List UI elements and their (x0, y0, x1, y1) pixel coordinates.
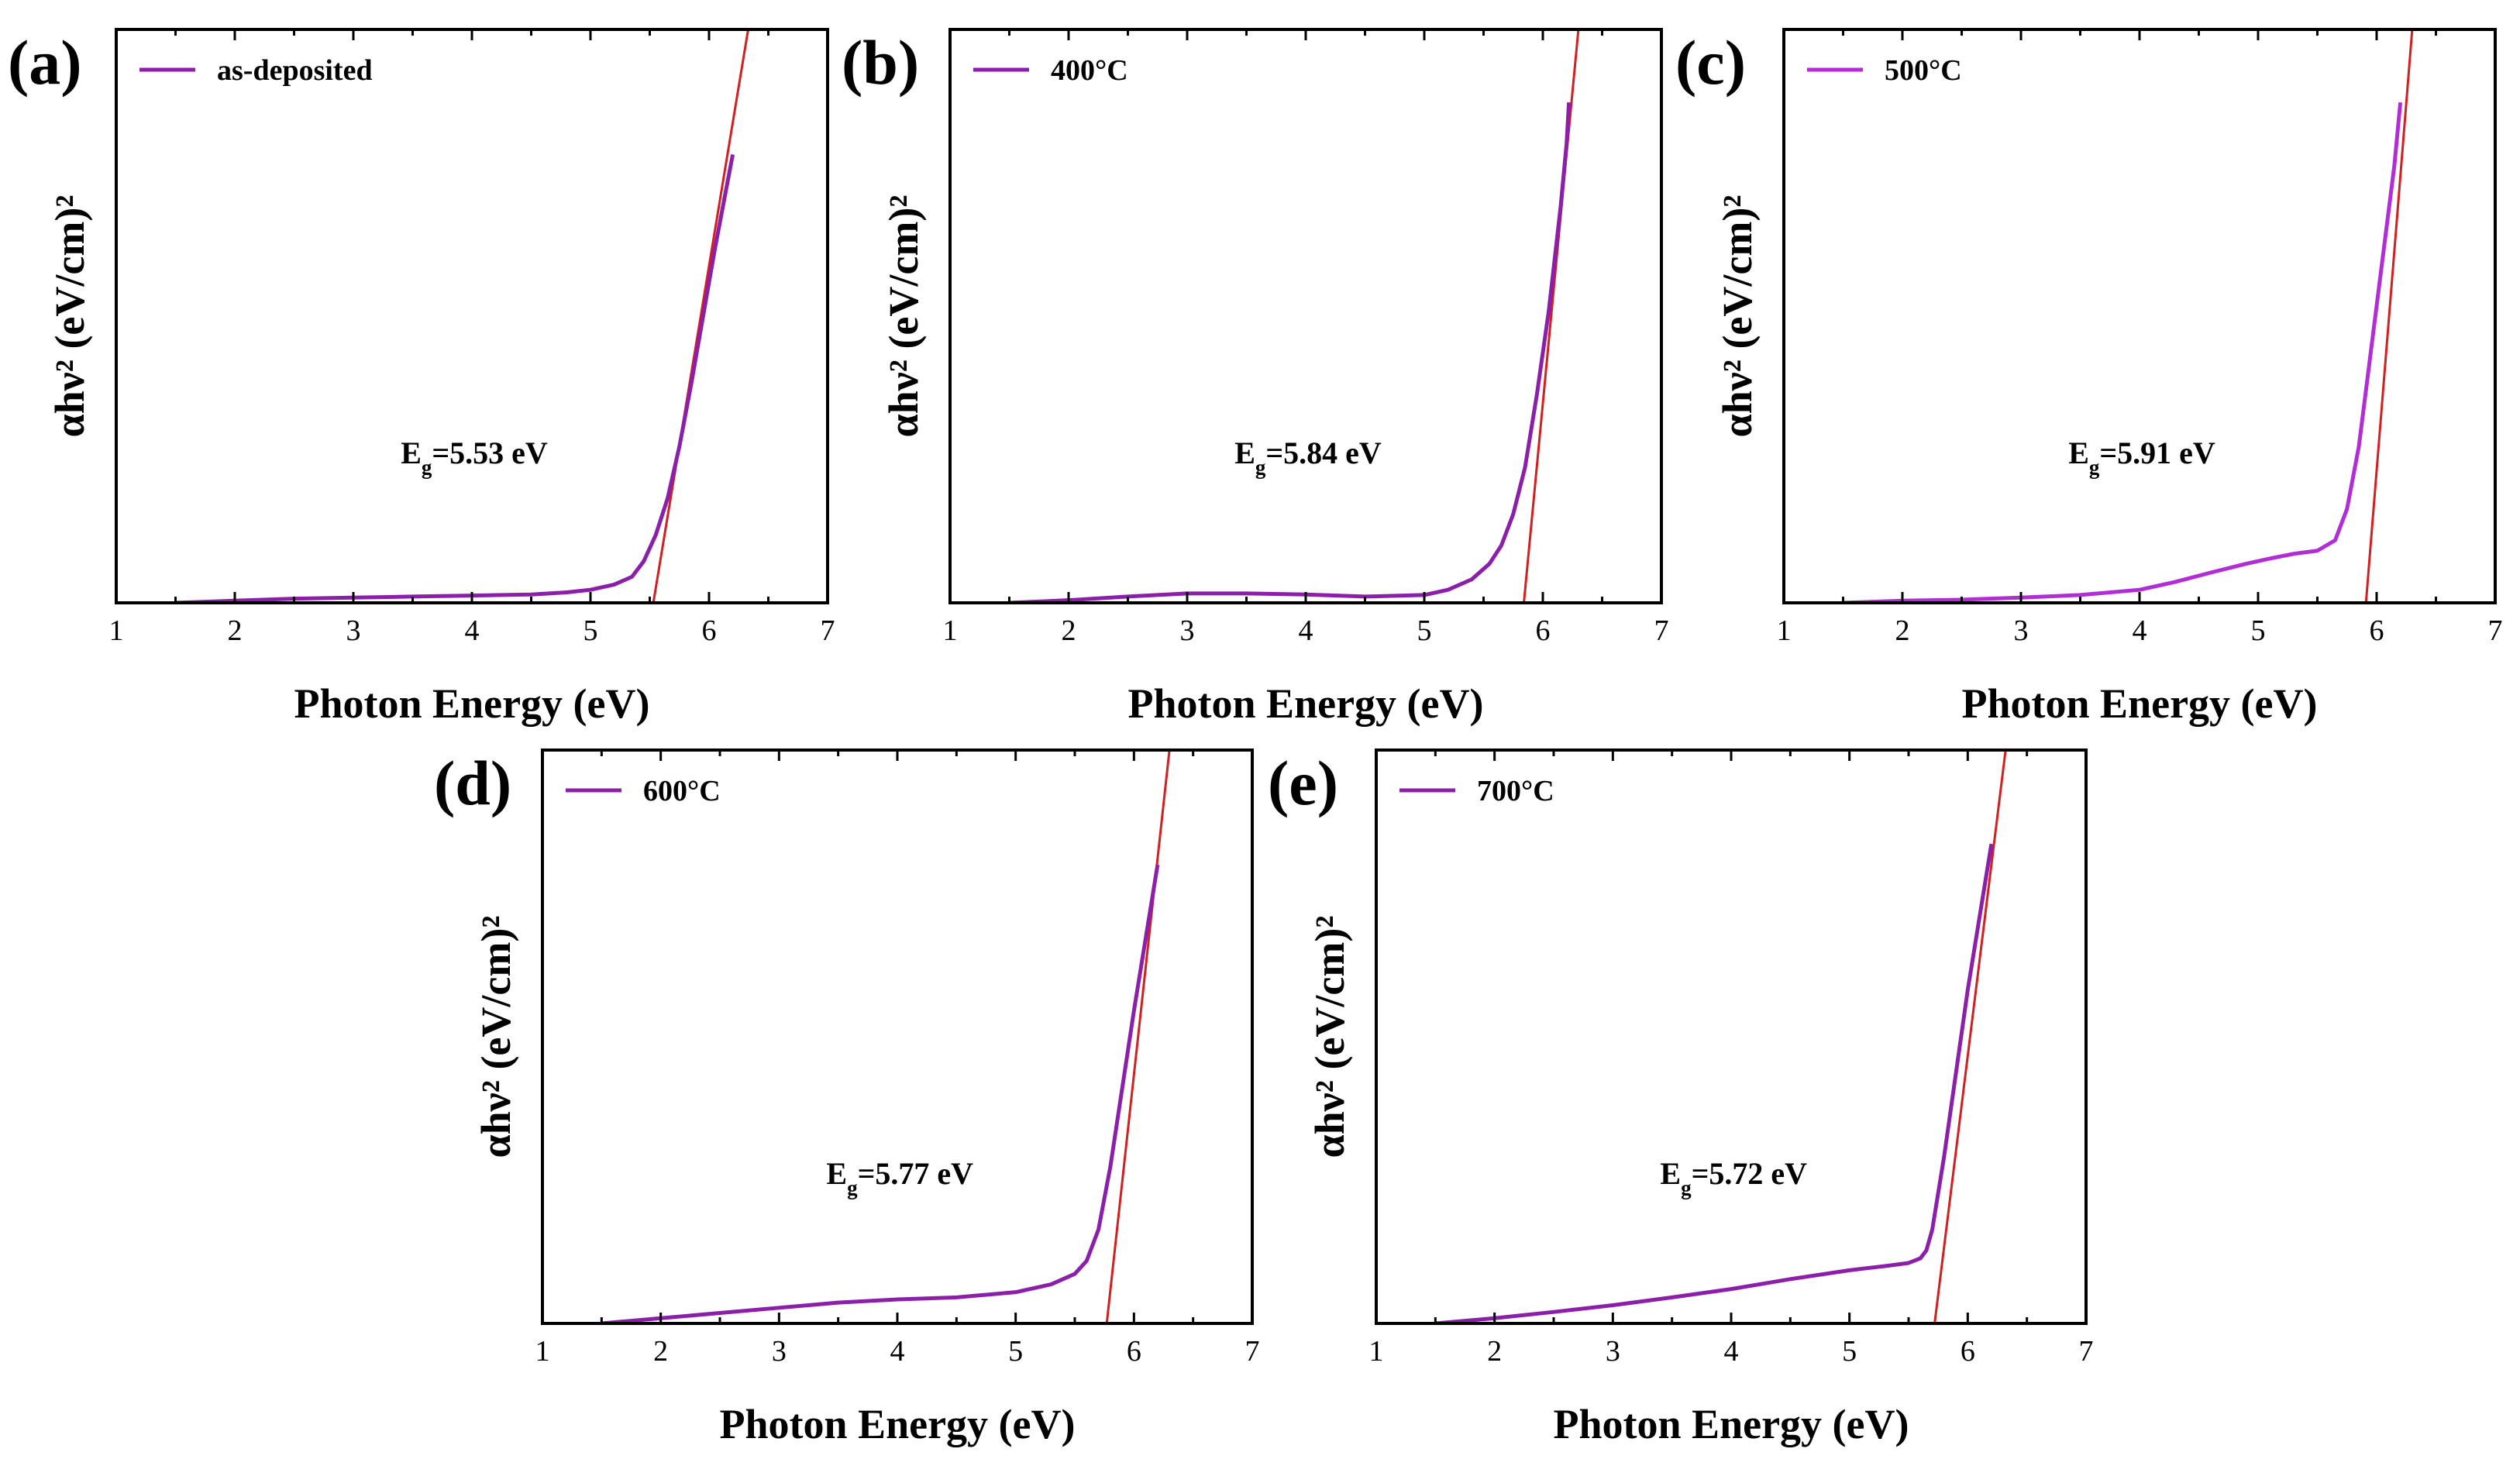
legend-label: 500°C (1885, 54, 1962, 87)
x-tick-label: 1 (535, 1335, 550, 1368)
series-line (1435, 843, 1994, 1323)
x-tick-label: 2 (653, 1335, 668, 1368)
x-tick-label: 5 (2251, 614, 2266, 647)
fit-line (2364, 29, 2414, 603)
series-line (1843, 102, 2403, 603)
plot-frame (948, 28, 1663, 604)
x-tick-label: 6 (2370, 614, 2384, 647)
legend-label: 400°C (1051, 54, 1128, 87)
chart-panel: 1 2 3 4 5 6 7 Photon Energy (eV) αhν² (eV/cm)² (e… (1268, 748, 2094, 1447)
fit-line (652, 29, 749, 603)
y-axis-title: αhν² (eV/cm)² (46, 194, 93, 437)
x-tick-label: 3 (1180, 614, 1195, 647)
x-tick-label: 7 (2079, 1335, 2094, 1368)
x-tick-label: 6 (1536, 614, 1551, 647)
x-tick-label: 5 (1417, 614, 1432, 647)
plot-frame (541, 748, 1254, 1325)
x-tick-label: 4 (890, 1335, 905, 1368)
x-tick-label: 2 (1062, 614, 1076, 647)
series-line (601, 864, 1160, 1323)
x-tick-label: 1 (1369, 1335, 1384, 1368)
y-axis-title: αhν² (eV/cm)² (880, 194, 927, 437)
x-tick-label: 7 (2488, 614, 2503, 647)
x-tick-label: 2 (1895, 614, 1910, 647)
chart-panel: 1 2 3 4 5 6 7 Photon Energy (eV) αhν² (eV/cm)² (a… (8, 27, 835, 727)
x-axis-title: Photon Energy (eV) (720, 1401, 1076, 1447)
fit-line (1933, 750, 2007, 1323)
panel-label: (b) (842, 27, 919, 98)
panel-label: (e) (1268, 748, 1338, 818)
panel-label: (d) (434, 748, 511, 818)
x-tick-label: 6 (1127, 1335, 1141, 1368)
plot-frame (1375, 748, 2088, 1325)
chart-panel: 1 2 3 4 5 6 7 Photon Energy (eV) αhν² (eV/cm)² (b… (842, 27, 1669, 727)
x-axis-title: Photon Energy (eV) (294, 680, 650, 727)
bandgap-annotation: Eg=5.72 eV (1660, 1156, 1807, 1199)
y-axis-title: αhν² (eV/cm)² (1306, 915, 1353, 1158)
x-tick-label: 1 (1777, 614, 1792, 647)
x-tick-label: 7 (821, 614, 835, 647)
bandgap-annotation: Eg=5.91 eV (2068, 435, 2215, 479)
plot-frame (115, 28, 829, 604)
x-tick-label: 7 (1654, 614, 1669, 647)
legend-label: as-deposited (217, 54, 373, 87)
chart-panel: 1 2 3 4 5 6 7 Photon Energy (eV) αhν² (eV/cm)² (c… (1675, 27, 2503, 727)
fit-line (1105, 750, 1171, 1323)
x-tick-label: 6 (1961, 1335, 1975, 1368)
x-tick-label: 3 (772, 1335, 787, 1368)
y-axis-title: αhν² (eV/cm)² (473, 915, 519, 1158)
legend-label: 600°C (643, 775, 721, 807)
y-axis-title: αhν² (eV/cm)² (1714, 194, 1761, 437)
x-tick-label: 3 (1606, 1335, 1620, 1368)
panel-label: (c) (1675, 27, 1746, 98)
x-tick-label: 3 (346, 614, 361, 647)
x-tick-label: 5 (584, 614, 598, 647)
series-line (1009, 102, 1572, 603)
x-tick-label: 5 (1008, 1335, 1023, 1368)
x-axis-title: Photon Energy (eV) (1128, 680, 1484, 727)
x-tick-label: 5 (1842, 1335, 1857, 1368)
bandgap-annotation: Eg=5.84 eV (1234, 435, 1382, 479)
x-tick-label: 7 (1245, 1335, 1260, 1368)
x-tick-label: 4 (2133, 614, 2147, 647)
fit-line (1523, 29, 1580, 603)
x-tick-label: 4 (465, 614, 480, 647)
x-axis-title: Photon Energy (eV) (1962, 680, 2318, 727)
panel-label: (a) (8, 27, 82, 98)
x-tick-label: 3 (2014, 614, 2029, 647)
legend-label: 700°C (1477, 775, 1554, 807)
x-tick-label: 2 (1487, 1335, 1502, 1368)
x-axis-title: Photon Energy (eV) (1554, 1401, 1909, 1447)
x-tick-label: 1 (109, 614, 124, 647)
x-tick-label: 4 (1299, 614, 1313, 647)
x-tick-label: 1 (943, 614, 958, 647)
bandgap-annotation: Eg=5.77 eV (826, 1156, 973, 1199)
bandgap-annotation: Eg=5.53 eV (401, 435, 548, 479)
chart-panel: 1 2 3 4 5 6 7 Photon Energy (eV) αhν² (eV/cm)² (d… (434, 748, 1260, 1447)
x-tick-label: 2 (228, 614, 243, 647)
series-line (175, 153, 735, 603)
x-tick-label: 6 (702, 614, 717, 647)
x-tick-label: 4 (1724, 1335, 1739, 1368)
